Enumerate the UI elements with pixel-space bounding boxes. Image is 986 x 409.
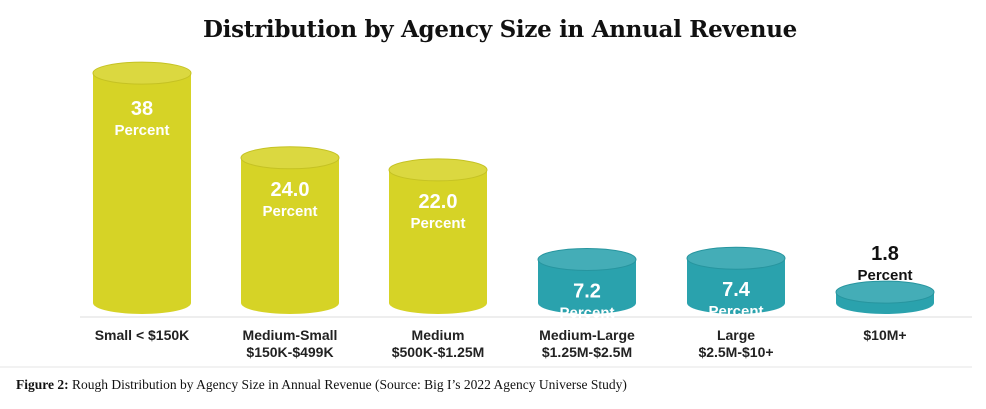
chart-title: Distribution by Agency Size in Annual Re…	[203, 16, 797, 43]
bar-top-2	[388, 158, 488, 182]
data-label-value-5: 1.8	[871, 243, 899, 265]
tick-label-3-1: $1.25M-$2.5M	[542, 344, 632, 360]
bar-top-0	[92, 61, 192, 85]
data-label-value-0: 38	[131, 98, 153, 120]
bar-2	[389, 169, 487, 314]
tick-label-4-0: Large	[717, 327, 755, 343]
tick-label-1-0: Medium-Small	[243, 327, 338, 343]
bar-chart: 38 Percent Small < $150K 24.0 Percent Medium-…	[0, 61, 972, 368]
data-label-unit-3: Percent	[559, 304, 614, 321]
bar-top-4	[686, 246, 786, 270]
bar-top-5	[835, 280, 935, 304]
bar-top-1	[240, 146, 340, 170]
bar-0	[93, 73, 191, 314]
caption-text: Rough Distribution by Agency Size in Ann…	[68, 377, 627, 392]
data-label-value-4: 7.4	[722, 279, 751, 301]
data-label-unit-1: Percent	[262, 203, 317, 220]
data-label-unit-2: Percent	[410, 215, 465, 232]
tick-label-1-1: $150K-$499K	[246, 344, 333, 360]
data-label-value-1: 24.0	[271, 179, 310, 201]
tick-label-2-1: $500K-$1.25M	[392, 344, 485, 360]
tick-label-5-0: $10M+	[863, 327, 906, 343]
tick-label-2-0: Medium	[412, 327, 465, 343]
tick-label-4-1: $2.5M-$10+	[698, 344, 773, 360]
data-label-value-3: 7.2	[573, 280, 601, 302]
data-label-unit-5: Percent	[857, 267, 912, 284]
tick-label-0-0: Small < $150K	[95, 327, 190, 343]
figure-caption: Figure 2: Rough Distribution by Agency S…	[16, 377, 627, 393]
data-label-value-2: 22.0	[419, 191, 458, 213]
data-label-unit-4: Percent	[708, 303, 763, 320]
bar-top-3	[537, 247, 637, 271]
bar-3	[538, 259, 636, 314]
data-label-unit-0: Percent	[114, 122, 169, 139]
tick-label-3-0: Medium-Large	[539, 327, 635, 343]
bar-4	[687, 258, 785, 314]
caption-prefix: Figure 2:	[16, 377, 69, 392]
bar-1	[241, 157, 339, 314]
